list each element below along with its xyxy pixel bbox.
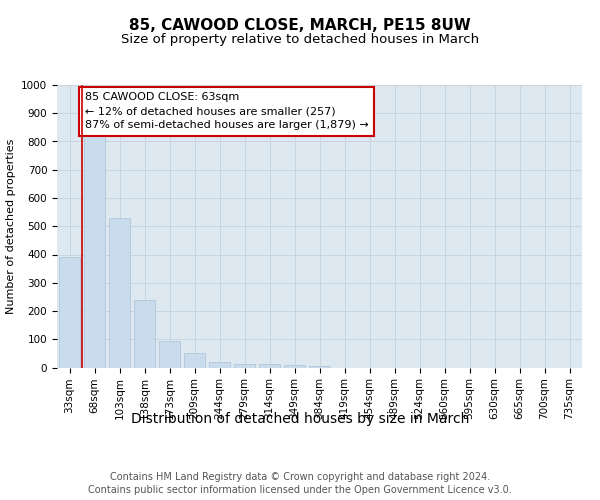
Bar <box>184 353 205 368</box>
Bar <box>284 365 305 368</box>
Text: Contains public sector information licensed under the Open Government Licence v3: Contains public sector information licen… <box>88 485 512 495</box>
Text: Size of property relative to detached houses in March: Size of property relative to detached ho… <box>121 32 479 46</box>
Bar <box>309 366 330 368</box>
Bar <box>109 218 130 368</box>
Text: 85, CAWOOD CLOSE, MARCH, PE15 8UW: 85, CAWOOD CLOSE, MARCH, PE15 8UW <box>129 18 471 32</box>
Text: Distribution of detached houses by size in March: Distribution of detached houses by size … <box>131 412 469 426</box>
Text: 85 CAWOOD CLOSE: 63sqm
← 12% of detached houses are smaller (257)
87% of semi-de: 85 CAWOOD CLOSE: 63sqm ← 12% of detached… <box>85 92 369 130</box>
Bar <box>234 364 255 368</box>
Bar <box>259 364 280 368</box>
Bar <box>59 258 80 368</box>
Text: Contains HM Land Registry data © Crown copyright and database right 2024.: Contains HM Land Registry data © Crown c… <box>110 472 490 482</box>
Bar <box>159 340 180 367</box>
Bar <box>134 300 155 368</box>
Y-axis label: Number of detached properties: Number of detached properties <box>5 138 16 314</box>
Bar <box>209 362 230 368</box>
Bar <box>84 133 105 368</box>
